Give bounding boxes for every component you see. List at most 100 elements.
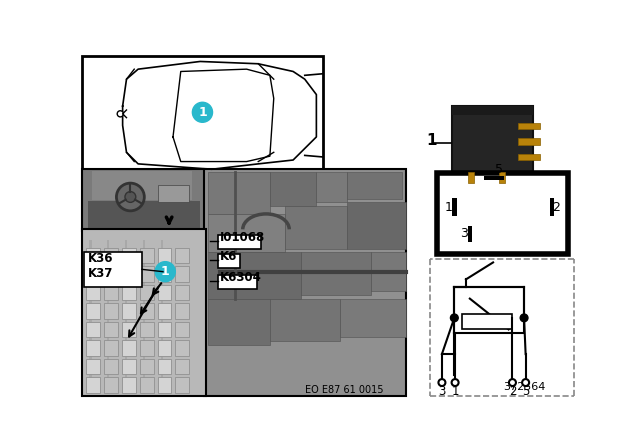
Bar — [270, 172, 316, 206]
Text: I01068: I01068 — [220, 231, 266, 244]
Bar — [157, 285, 172, 300]
Bar — [452, 198, 457, 216]
Bar — [462, 314, 513, 329]
Bar — [140, 322, 154, 337]
Bar — [157, 248, 172, 263]
Bar — [204, 169, 406, 396]
Bar — [104, 248, 118, 263]
Bar — [157, 303, 172, 319]
Bar — [175, 359, 189, 374]
Bar — [208, 172, 270, 214]
Bar — [218, 275, 257, 289]
Circle shape — [155, 262, 175, 282]
Bar — [122, 248, 136, 263]
Circle shape — [117, 111, 124, 117]
Bar — [140, 359, 154, 374]
Text: 1: 1 — [445, 201, 453, 214]
Bar — [175, 248, 189, 263]
Bar — [83, 56, 323, 223]
Circle shape — [116, 183, 145, 211]
Bar — [122, 377, 136, 392]
Bar — [270, 299, 340, 341]
Bar — [518, 138, 540, 145]
Bar — [285, 206, 348, 249]
Bar — [84, 252, 142, 287]
Bar — [88, 201, 200, 228]
Bar — [157, 185, 189, 202]
Bar — [518, 123, 540, 129]
Circle shape — [509, 379, 516, 386]
Bar — [104, 266, 118, 282]
Bar — [484, 176, 504, 180]
Bar — [218, 235, 260, 249]
Bar — [175, 340, 189, 356]
Text: K6304: K6304 — [220, 271, 262, 284]
Circle shape — [438, 379, 445, 386]
Text: 3: 3 — [461, 227, 468, 240]
Bar — [208, 214, 285, 252]
Bar — [86, 377, 100, 392]
Bar — [499, 172, 505, 183]
Bar — [301, 252, 371, 295]
Bar — [316, 172, 348, 202]
Bar — [86, 303, 100, 319]
Text: 372564: 372564 — [503, 382, 545, 392]
Text: 1: 1 — [161, 265, 170, 278]
Bar — [86, 340, 100, 356]
Circle shape — [522, 379, 529, 386]
Bar — [104, 340, 118, 356]
Bar — [348, 202, 406, 249]
Bar — [83, 228, 206, 396]
Bar — [86, 359, 100, 374]
Bar — [143, 240, 145, 394]
Bar — [140, 266, 154, 282]
Bar — [175, 303, 189, 319]
Bar — [175, 322, 189, 337]
Text: 3: 3 — [438, 385, 445, 398]
Bar — [436, 173, 568, 254]
Bar — [140, 248, 154, 263]
Bar — [157, 322, 172, 337]
Bar — [140, 340, 154, 356]
Bar — [518, 154, 540, 160]
Bar — [175, 377, 189, 392]
Bar — [90, 240, 92, 394]
Circle shape — [193, 102, 212, 122]
Bar — [122, 266, 136, 282]
Bar — [157, 377, 172, 392]
Bar — [122, 303, 136, 319]
Text: 2: 2 — [509, 385, 516, 398]
Bar — [122, 322, 136, 337]
Bar — [83, 169, 206, 231]
Bar — [104, 377, 118, 392]
Text: 1: 1 — [198, 106, 207, 119]
Bar — [86, 266, 100, 282]
Bar — [122, 359, 136, 374]
Bar — [348, 172, 402, 198]
Bar — [208, 252, 301, 299]
Circle shape — [520, 314, 528, 322]
Text: K37: K37 — [88, 267, 113, 280]
Circle shape — [125, 192, 136, 202]
Bar — [86, 248, 100, 263]
Text: 5: 5 — [522, 385, 529, 398]
Bar — [140, 303, 154, 319]
Text: 1: 1 — [426, 133, 437, 148]
Bar — [218, 254, 239, 268]
Bar — [208, 299, 270, 345]
Bar — [157, 340, 172, 356]
Text: 5: 5 — [495, 163, 502, 176]
Text: K36: K36 — [88, 252, 113, 265]
Bar — [140, 285, 154, 300]
Bar — [92, 171, 193, 200]
Bar — [104, 322, 118, 337]
Bar — [175, 285, 189, 300]
Bar — [454, 287, 524, 333]
Text: 1: 1 — [451, 385, 459, 398]
Bar — [104, 303, 118, 319]
Bar — [86, 322, 100, 337]
Text: 2: 2 — [552, 201, 560, 214]
Bar — [371, 252, 406, 291]
Bar — [157, 266, 172, 282]
Bar — [125, 240, 127, 394]
